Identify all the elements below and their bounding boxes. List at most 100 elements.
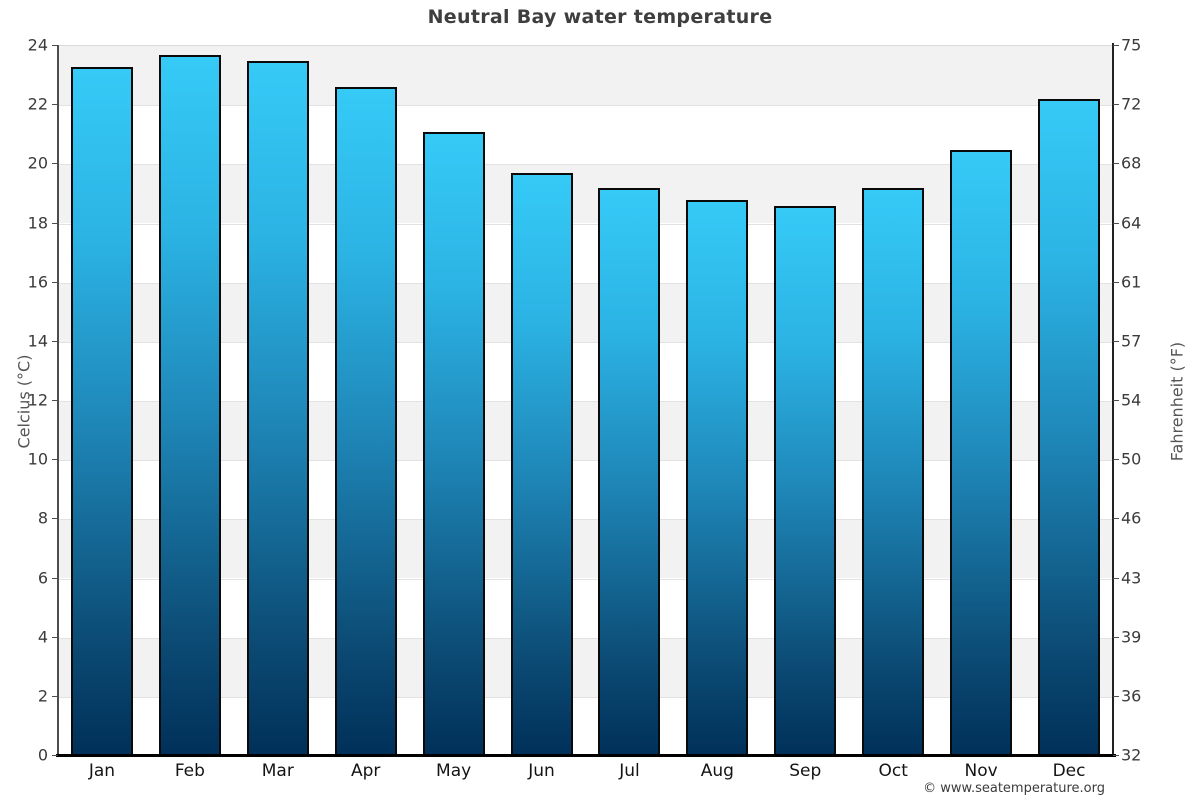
- background-band: [58, 223, 1113, 283]
- bar-nov: [950, 149, 1013, 756]
- gridline-22: [58, 105, 1113, 107]
- y-tick-mark-right: [1113, 340, 1119, 342]
- x-tick-jun: Jun: [528, 761, 555, 781]
- chart-title: Neutral Bay water temperature: [427, 6, 773, 28]
- y-tick-mark-left: [52, 281, 58, 283]
- plot-area: [58, 45, 1113, 756]
- y-tick-celsius-0: 0: [37, 745, 48, 765]
- bar-oct: [862, 188, 925, 756]
- y-tick-mark-left: [52, 400, 58, 401]
- x-tick-mar: Mar: [261, 761, 294, 781]
- y-tick-fahrenheit-54: 54: [1121, 390, 1142, 410]
- gridline-18: [58, 223, 1113, 225]
- y-tick-fahrenheit-68: 68: [1121, 153, 1142, 173]
- bar-dec: [1038, 99, 1101, 756]
- bar-jun: [510, 173, 573, 756]
- gridline-6: [58, 578, 1113, 580]
- y-tick-mark-left: [52, 518, 58, 520]
- y-axis-right-line: [1112, 43, 1114, 755]
- x-tick-oct: Oct: [878, 761, 908, 781]
- y-tick-mark-right: [1113, 400, 1119, 401]
- bar-feb: [158, 54, 221, 756]
- y-tick-mark-left: [52, 163, 58, 165]
- bar-aug: [686, 199, 749, 756]
- y-tick-mark-right: [1113, 577, 1119, 579]
- y-tick-celsius-22: 22: [27, 94, 48, 114]
- background-band: [58, 46, 1113, 106]
- y-tick-fahrenheit-46: 46: [1121, 508, 1142, 528]
- y-tick-mark-right: [1113, 45, 1119, 46]
- background-band: [58, 637, 1113, 697]
- x-tick-nov: Nov: [964, 761, 998, 781]
- y-tick-mark-right: [1113, 755, 1119, 756]
- y-tick-fahrenheit-39: 39: [1121, 627, 1142, 647]
- gridline-14: [58, 341, 1113, 343]
- y-tick-mark-right: [1113, 163, 1119, 165]
- x-tick-sep: Sep: [789, 761, 822, 781]
- x-tick-aug: Aug: [700, 761, 734, 781]
- background-band: [58, 401, 1113, 461]
- y-tick-mark-right: [1113, 518, 1119, 520]
- y-tick-mark-left: [52, 459, 58, 461]
- bar-may: [422, 131, 485, 756]
- x-tick-may: May: [436, 761, 472, 781]
- x-tick-apr: Apr: [350, 761, 381, 781]
- y-tick-fahrenheit-36: 36: [1121, 686, 1142, 706]
- bar-mar: [246, 60, 309, 756]
- y-tick-mark-left: [52, 340, 58, 342]
- y-tick-mark-right: [1113, 695, 1119, 697]
- y-tick-celsius-6: 6: [37, 568, 48, 587]
- y-tick-celsius-18: 18: [27, 213, 48, 232]
- y-tick-fahrenheit-32: 32: [1121, 745, 1142, 765]
- y-tick-celsius-10: 10: [27, 449, 48, 469]
- y-axis-left-title: Celcius (°C): [14, 354, 34, 449]
- y-tick-mark-left: [52, 755, 58, 756]
- y-tick-mark-right: [1113, 104, 1119, 106]
- y-tick-celsius-24: 24: [27, 35, 48, 55]
- background-band: [58, 460, 1113, 520]
- background-band: [58, 519, 1113, 579]
- y-tick-mark-left: [52, 104, 58, 106]
- y-tick-celsius-8: 8: [37, 508, 48, 528]
- bar-apr: [334, 87, 397, 756]
- background-band: [58, 282, 1113, 342]
- x-axis-line: [56, 754, 1116, 757]
- y-tick-fahrenheit-72: 72: [1121, 94, 1142, 114]
- background-band: [58, 696, 1113, 756]
- y-tick-mark-right: [1113, 222, 1119, 224]
- y-tick-mark-right: [1113, 459, 1119, 461]
- y-axis-right-title: Fahrenheit (°F): [1167, 341, 1187, 462]
- y-axis-left-line: [57, 45, 59, 755]
- bar-sep: [774, 205, 837, 756]
- gridline-8: [58, 519, 1113, 521]
- copyright-watermark: © www.seatemperature.org: [923, 781, 1105, 796]
- y-tick-celsius-2: 2: [37, 686, 48, 706]
- y-tick-mark-left: [52, 222, 58, 224]
- y-tick-celsius-12: 12: [27, 390, 48, 410]
- x-tick-jan: Jan: [88, 761, 116, 781]
- x-tick-jul: Jul: [619, 761, 640, 781]
- gridline-12: [58, 401, 1113, 402]
- y-tick-fahrenheit-64: 64: [1121, 213, 1142, 232]
- y-tick-fahrenheit-61: 61: [1121, 272, 1142, 292]
- y-tick-fahrenheit-75: 75: [1121, 35, 1142, 55]
- y-tick-mark-left: [52, 695, 58, 697]
- y-tick-mark-right: [1113, 636, 1119, 638]
- bar-jul: [598, 188, 661, 756]
- y-tick-mark-right: [1113, 281, 1119, 283]
- x-tick-dec: Dec: [1052, 761, 1086, 781]
- gridline-2: [58, 696, 1113, 698]
- y-tick-fahrenheit-57: 57: [1121, 331, 1142, 351]
- y-tick-celsius-20: 20: [27, 153, 48, 173]
- y-tick-fahrenheit-50: 50: [1121, 449, 1142, 469]
- bar-jan: [70, 66, 133, 756]
- y-tick-celsius-4: 4: [37, 627, 48, 647]
- y-tick-mark-left: [52, 577, 58, 579]
- background-band: [58, 578, 1113, 638]
- y-tick-fahrenheit-43: 43: [1121, 568, 1142, 587]
- gridline-10: [58, 460, 1113, 462]
- background-band: [58, 105, 1113, 165]
- gridline-4: [58, 637, 1113, 639]
- y-tick-mark-left: [52, 45, 58, 46]
